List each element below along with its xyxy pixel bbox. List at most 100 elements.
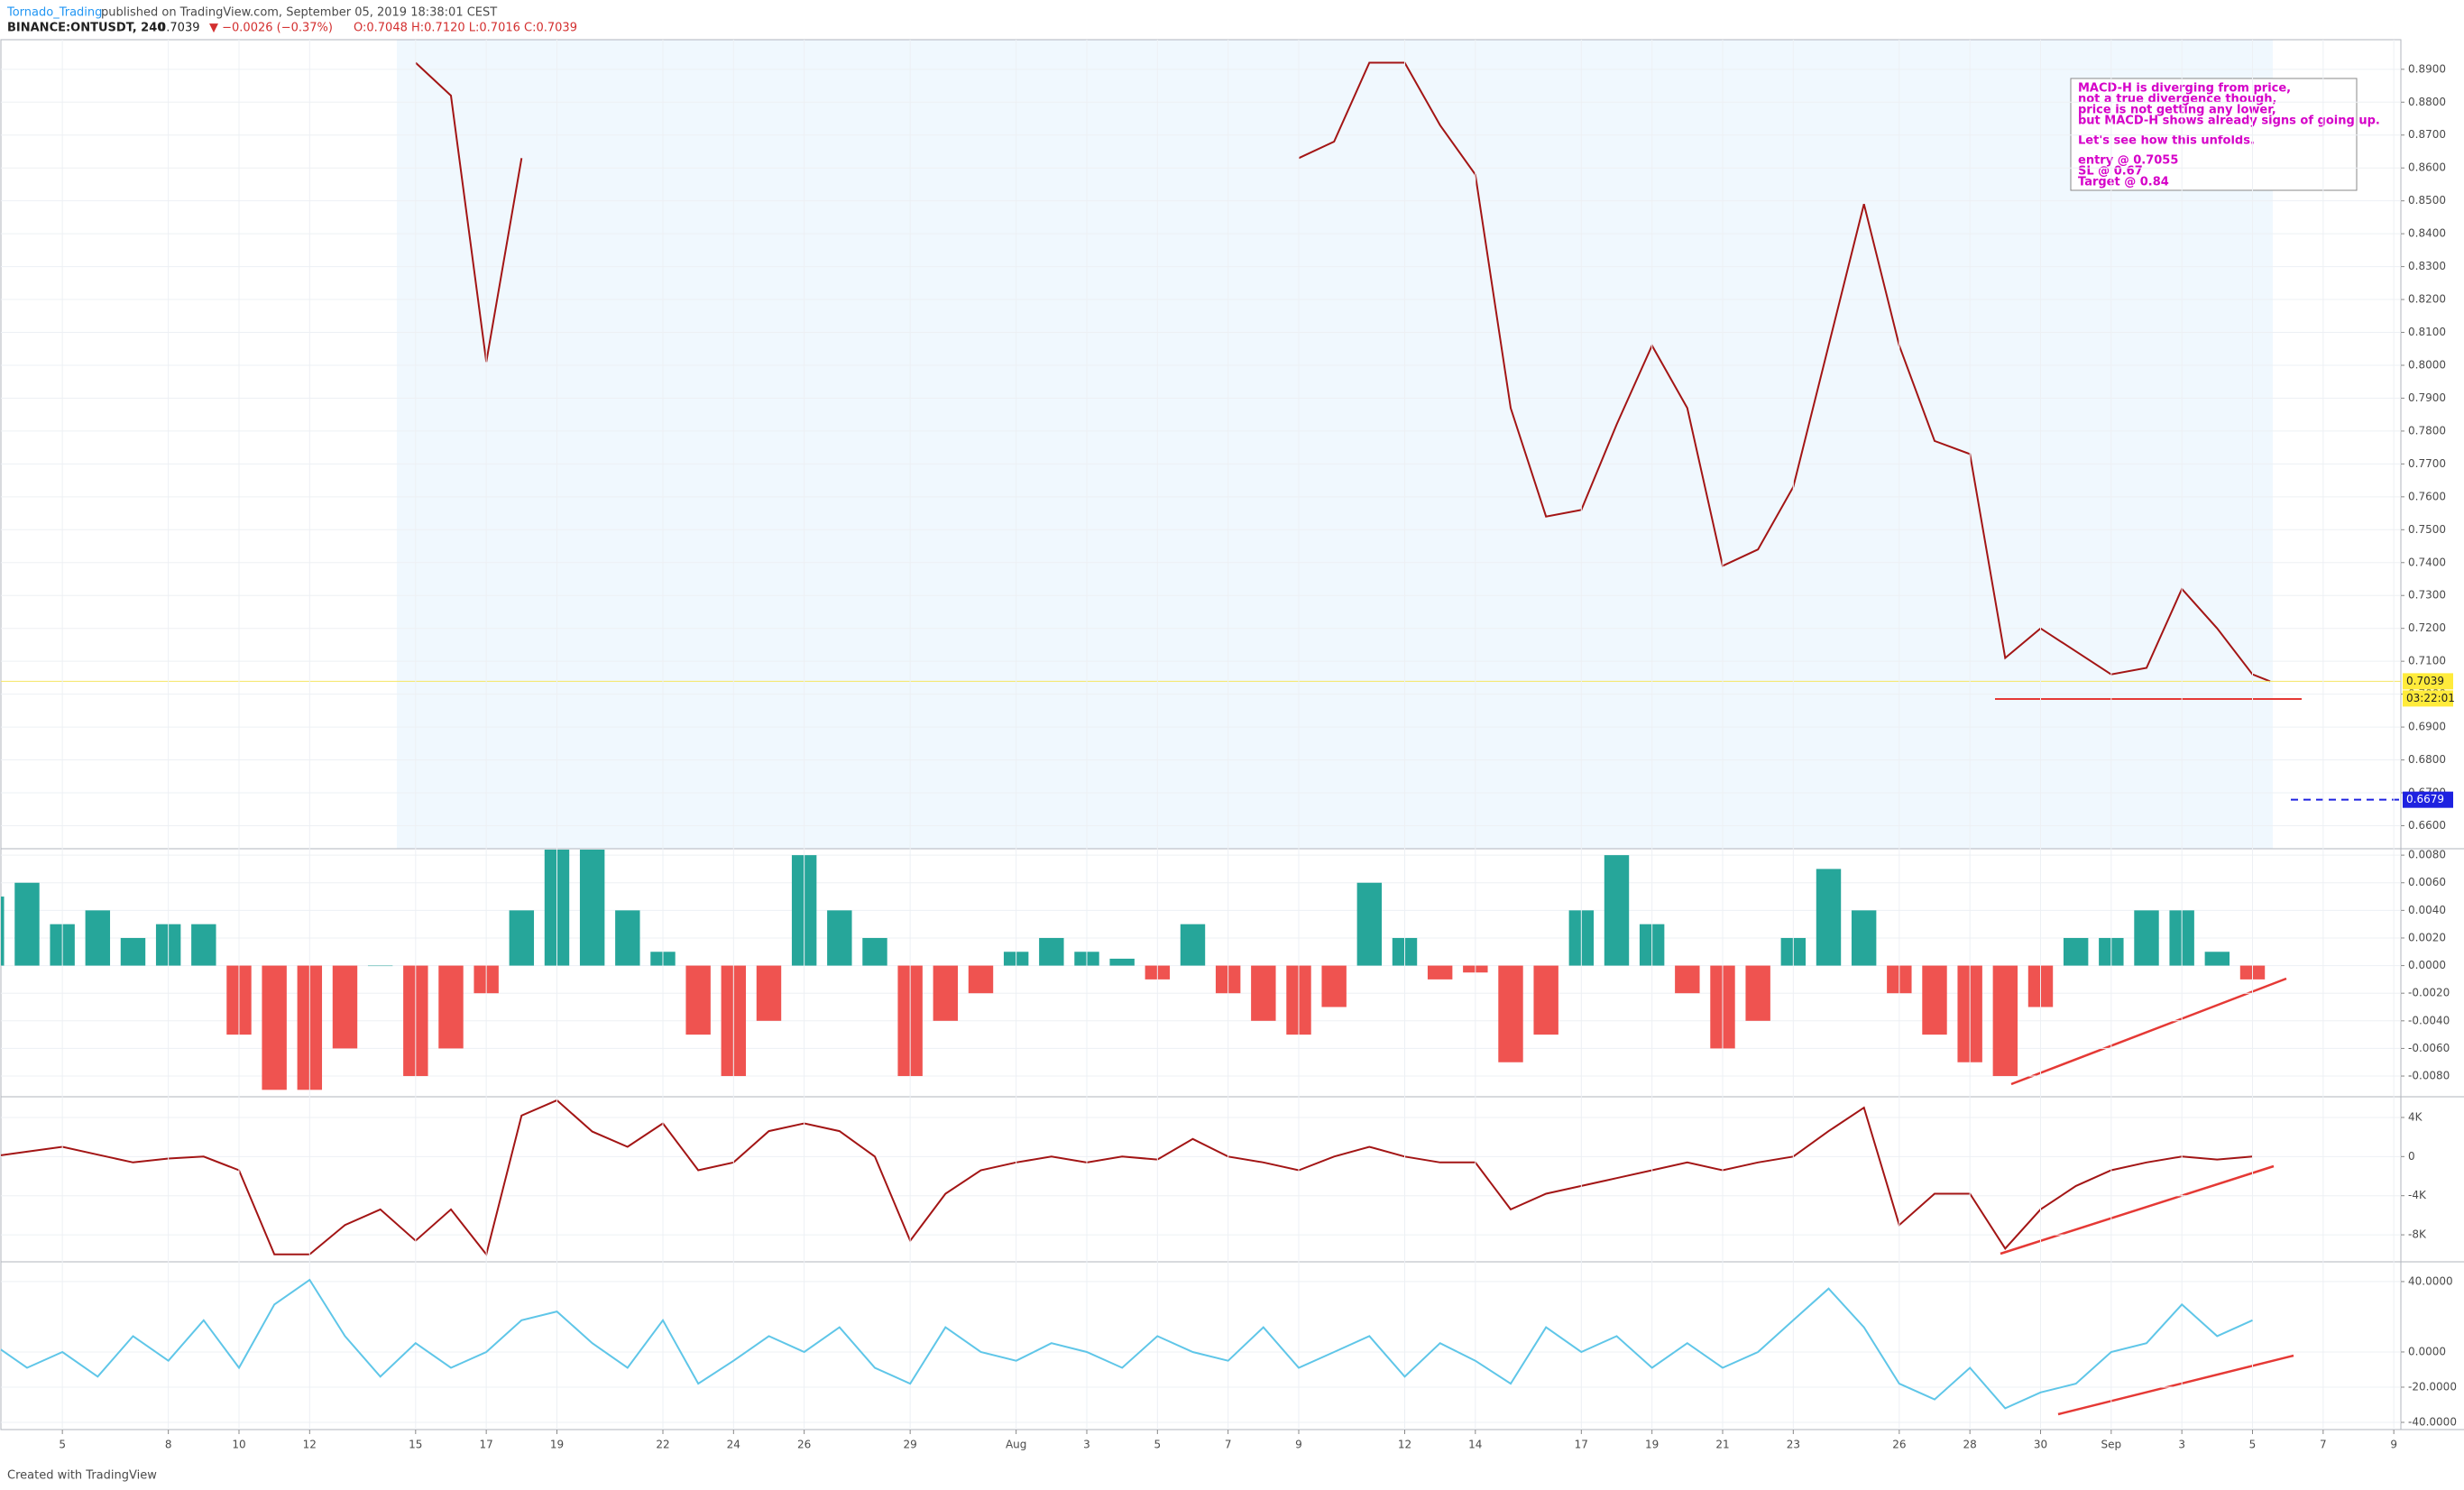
x-tick-label: 26 <box>797 1439 811 1451</box>
x-tick-label: Sep <box>2101 1439 2122 1451</box>
bar <box>1992 965 2018 1077</box>
bar <box>1922 965 1947 1035</box>
x-tick-label: 5 <box>1154 1439 1162 1451</box>
y-tick-label: -0.0020 <box>2408 987 2450 999</box>
bar <box>262 965 287 1090</box>
bar <box>1 897 5 966</box>
x-tick-label: 9 <box>1295 1439 1302 1451</box>
y-tick-label: 0 <box>2408 1150 2415 1163</box>
series-line <box>1 1099 2253 1257</box>
y-tick-label: 0.8500 <box>2408 194 2446 207</box>
y-tick-label: 0.7300 <box>2408 589 2446 602</box>
y-tick-label: -40.0000 <box>2408 1416 2457 1429</box>
bar <box>367 965 393 967</box>
x-tick-label: 14 <box>1468 1439 1482 1451</box>
y-tick-label: 0.8100 <box>2408 326 2446 338</box>
y-tick-label: 0.7700 <box>2408 457 2446 470</box>
annotation-box <box>2070 78 2358 191</box>
x-tick-label: 17 <box>480 1439 493 1451</box>
y-tick-label: 0.0080 <box>2408 849 2446 861</box>
y-tick-label: 0.8900 <box>2408 62 2446 75</box>
bar <box>85 910 111 966</box>
band-shade <box>397 40 2273 849</box>
y-tick-label: 0.7200 <box>2408 621 2446 634</box>
trend-line <box>2010 977 2287 1086</box>
plot <box>1 1099 2253 1257</box>
annotation-line: Let's see how this unfolds. <box>2078 134 2255 148</box>
y-tick-label: 0.0000 <box>2408 959 2446 971</box>
bar <box>1498 965 1523 1062</box>
x-tick-label: 5 <box>2249 1439 2257 1451</box>
x-tick-label: 12 <box>303 1439 317 1451</box>
bar <box>14 882 40 966</box>
y-tick-label: 0.0000 <box>2408 1345 2446 1357</box>
bar <box>827 910 852 966</box>
bar <box>1251 965 1276 1021</box>
ohlc: O:0.7048 H:0.7120 L:0.7016 C:0.7039 <box>354 22 577 35</box>
bar <box>933 965 959 1021</box>
y-tick-label: 0.6900 <box>2408 721 2446 733</box>
x-tick-label: 19 <box>550 1439 564 1451</box>
bar <box>1816 869 1842 966</box>
y-tick-label: 0.0060 <box>2408 876 2446 888</box>
y-tick-label: 0.7500 <box>2408 523 2446 536</box>
x-tick-label: 5 <box>59 1439 66 1451</box>
y-tick-label: 0.6600 <box>2408 819 2446 832</box>
x-tick-label: 10 <box>232 1439 245 1451</box>
bar <box>862 937 887 966</box>
x-tick-label: 21 <box>1715 1439 1729 1451</box>
y-tick-label: 0.8000 <box>2408 358 2446 371</box>
y-tick-label: -4K <box>2408 1189 2427 1201</box>
y-tick-label: 0.7800 <box>2408 424 2446 437</box>
x-tick-label: 7 <box>2320 1439 2327 1451</box>
bar <box>1745 965 1770 1021</box>
bar <box>438 965 464 1049</box>
bar <box>1356 882 1383 966</box>
y-tick-label: -0.0060 <box>2408 1042 2450 1054</box>
bar <box>685 965 711 1035</box>
x-tick-label: 30 <box>2034 1439 2047 1451</box>
bar <box>1604 855 1630 966</box>
last-price-box <box>2403 673 2453 690</box>
x-tick-label: 19 <box>1645 1439 1659 1451</box>
y-tick-label: 4K <box>2408 1110 2423 1123</box>
countdown-label: 03:22:01 <box>2406 692 2455 704</box>
plot <box>1 1278 2253 1410</box>
bar <box>2204 952 2230 966</box>
y-tick-label: -0.0080 <box>2408 1070 2450 1082</box>
bar <box>1851 910 1877 966</box>
footer: Created with TradingView <box>7 1469 157 1483</box>
alert-label: 0.6679 <box>2406 793 2444 805</box>
alert-box <box>2403 791 2453 808</box>
y-tick-label: 0.6800 <box>2408 753 2446 766</box>
y-tick-label: -0.0040 <box>2408 1014 2450 1026</box>
x-tick-label: 3 <box>1083 1439 1090 1451</box>
annotation-line: entry @ 0.7055 <box>2078 154 2178 168</box>
bar <box>968 965 994 994</box>
bar <box>1109 958 1135 966</box>
bar <box>191 924 216 966</box>
y-tick-label: 0.7100 <box>2408 655 2446 667</box>
last: 0.7039 <box>159 22 200 35</box>
x-tick-label: 29 <box>904 1439 917 1451</box>
x-tick-label: 15 <box>409 1439 422 1451</box>
x-tick-label: 8 <box>165 1439 172 1451</box>
plot <box>1 850 2266 1090</box>
y-tick-label: 0.7400 <box>2408 556 2446 568</box>
last-price-label: 0.7039 <box>2406 675 2444 687</box>
y-tick-label: 0.8400 <box>2408 227 2446 240</box>
bar <box>1039 937 1064 966</box>
x-tick-label: 24 <box>727 1439 740 1451</box>
y-tick-label: 0.8700 <box>2408 128 2446 141</box>
bar <box>1675 965 1700 994</box>
y-tick-label: 0.8600 <box>2408 161 2446 174</box>
annotation-line: but MACD-H shows already signs of going … <box>2078 115 2380 128</box>
countdown-box <box>2403 690 2453 707</box>
y-tick-label: -20.0000 <box>2408 1380 2457 1393</box>
y-tick-label: 0.0040 <box>2408 904 2446 916</box>
annotation-line: Target @ 0.84 <box>2078 176 2169 189</box>
bar <box>1427 965 1453 980</box>
bar <box>579 850 605 966</box>
